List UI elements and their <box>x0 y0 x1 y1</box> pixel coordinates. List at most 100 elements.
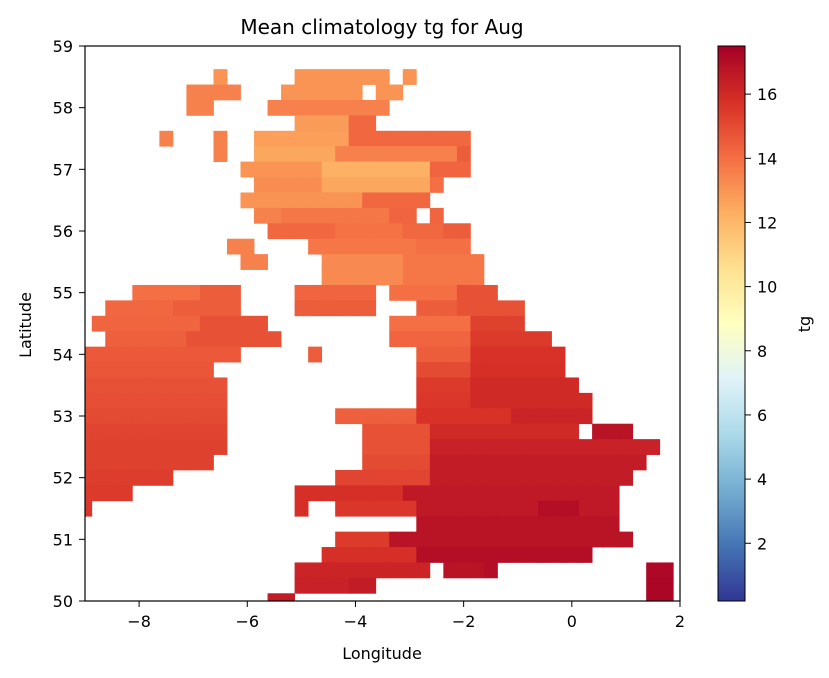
heatmap-cell <box>416 254 431 270</box>
heatmap-cell <box>226 284 241 301</box>
heatmap-cell <box>281 146 295 163</box>
heatmap-cell <box>443 377 458 394</box>
heatmap-cell <box>443 238 458 255</box>
heatmap-cell <box>85 500 93 517</box>
heatmap-cell <box>118 408 133 425</box>
heatmap-cell <box>470 284 485 301</box>
heatmap-cell <box>538 346 552 363</box>
heatmap-cell <box>483 346 498 363</box>
heatmap-cell <box>308 223 323 240</box>
heatmap-cell <box>470 531 485 548</box>
heatmap-cell <box>281 161 295 178</box>
heatmap-cell <box>429 161 444 178</box>
heatmap-cell <box>429 346 444 363</box>
heatmap-cell <box>226 331 241 348</box>
heatmap-cell <box>145 423 160 440</box>
heatmap-cell <box>483 469 498 486</box>
heatmap-cell <box>362 69 377 85</box>
heatmap-cell <box>308 177 323 193</box>
heatmap-cell <box>159 408 174 425</box>
heatmap-cell <box>646 577 661 594</box>
heatmap-cell <box>348 408 363 425</box>
heatmap-cell <box>145 454 160 471</box>
heatmap-cell <box>456 269 471 286</box>
heatmap-cell <box>443 516 458 533</box>
heatmap-cell <box>172 331 187 348</box>
heatmap-cell <box>551 531 566 548</box>
heatmap-cell <box>240 161 255 178</box>
heatmap-cell <box>456 547 471 563</box>
heatmap-cell <box>132 346 147 363</box>
heatmap-cell <box>362 469 377 486</box>
heatmap-cell <box>145 362 160 378</box>
heatmap-cell <box>254 192 268 209</box>
heatmap-cell <box>483 500 498 517</box>
heatmap-cell <box>294 130 309 147</box>
heatmap-cell <box>565 469 579 486</box>
heatmap-cell <box>308 115 323 132</box>
heatmap-cell <box>308 577 323 594</box>
heatmap-cell <box>348 300 363 317</box>
chart-title: Mean climatology tg for Aug <box>240 15 523 39</box>
heatmap-cell <box>551 346 566 363</box>
heatmap-cell <box>402 161 417 178</box>
heatmap-cell <box>85 377 93 394</box>
heatmap-cell <box>321 238 336 255</box>
heatmap-cell <box>510 547 525 563</box>
heatmap-cell <box>416 547 431 563</box>
heatmap-cell <box>429 408 444 425</box>
heatmap-cell <box>389 485 404 502</box>
heatmap-cell <box>91 408 106 425</box>
heatmap-cell <box>105 439 120 455</box>
heatmap-cell <box>416 485 431 502</box>
heatmap-cell <box>578 547 593 563</box>
heatmap-cell <box>443 392 458 409</box>
heatmap-cell <box>172 300 187 317</box>
heatmap-cell <box>375 469 390 486</box>
heatmap-cell <box>118 377 133 394</box>
heatmap-cell <box>389 439 404 455</box>
heatmap-cell <box>646 439 661 455</box>
heatmap-cell <box>538 500 552 517</box>
x-tick-label: −8 <box>127 612 151 631</box>
heatmap-cell <box>578 392 593 409</box>
heatmap-cell <box>619 454 634 471</box>
heatmap-cell <box>348 500 363 517</box>
heatmap-cell <box>85 392 93 409</box>
heatmap-cell <box>565 531 579 548</box>
x-tick-label: 0 <box>567 612 577 631</box>
heatmap-cell <box>375 423 390 440</box>
heatmap-cell <box>254 161 268 178</box>
heatmap-cell <box>267 223 282 240</box>
heatmap-cell <box>389 423 404 440</box>
heatmap-cell <box>497 469 512 486</box>
heatmap-cell <box>308 485 323 502</box>
heatmap-cell <box>321 485 336 502</box>
heatmap-cell <box>254 177 268 193</box>
heatmap-cell <box>497 362 512 378</box>
heatmap-cell <box>510 331 525 348</box>
heatmap-cell <box>335 69 350 85</box>
heatmap-cell <box>281 177 295 193</box>
heatmap-cell <box>646 562 661 579</box>
heatmap-cell <box>172 284 187 301</box>
heatmap-cell <box>254 254 268 270</box>
heatmap-cell <box>213 84 228 101</box>
heatmap-cell <box>389 84 404 101</box>
heatmap-cell <box>91 469 106 486</box>
y-axis-label: Latitude <box>16 292 35 358</box>
heatmap-cell <box>429 362 444 378</box>
heatmap-cell <box>456 130 471 147</box>
heatmap-cell <box>443 161 458 178</box>
heatmap-cell <box>335 238 350 255</box>
heatmap-cell <box>429 331 444 348</box>
heatmap-cell <box>335 130 350 147</box>
heatmap-cell <box>416 315 431 332</box>
heatmap-cell <box>348 130 363 147</box>
heatmap-cell <box>456 531 471 548</box>
heatmap-cell <box>402 177 417 193</box>
heatmap-cell <box>443 346 458 363</box>
heatmap-cell <box>132 454 147 471</box>
heatmap-cell <box>470 300 485 317</box>
heatmap-cell <box>551 516 566 533</box>
